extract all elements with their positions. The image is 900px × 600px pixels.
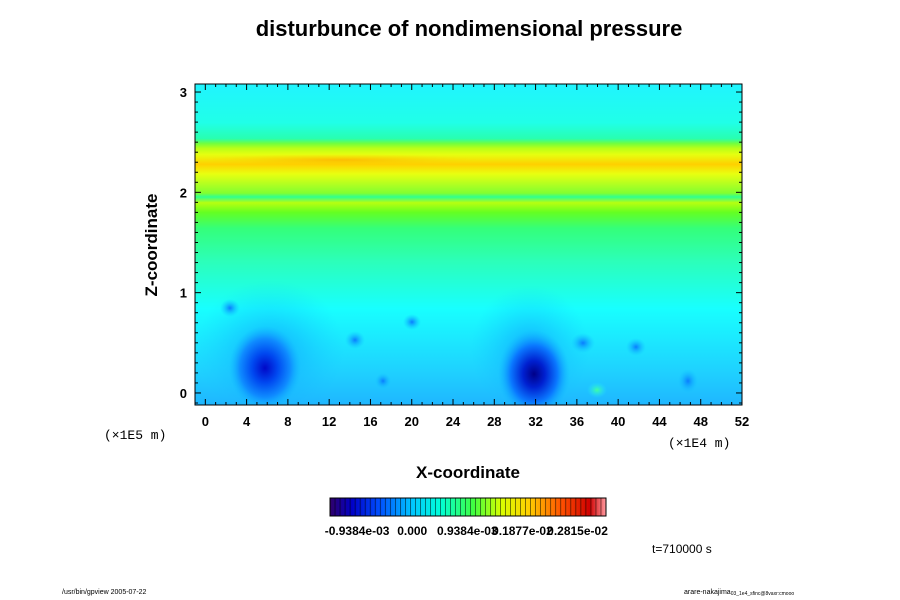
footer-right-main: arare-nakajima [684,589,731,596]
y-axis-unit: (×1E5 m) [104,428,166,443]
y-axis-label: Z-coordinate [142,194,161,297]
y-tick-label: 0 [180,386,187,401]
footer-left: /usr/bin/gpview 2005-07-22 [62,589,147,596]
plot-frame [194,83,743,406]
small-minimum [403,314,421,330]
y-tick-label: 2 [180,185,187,200]
green-spot [587,382,607,398]
colorbar-label: 0.2815e-02 [547,524,608,538]
chart-title: disturbunce of nondimensional pressure [255,16,683,41]
time-label: t=710000 s [652,542,712,556]
colorbar-segments [334,498,602,516]
small-minimum [345,331,365,349]
x-tick-label: 32 [528,414,542,429]
x-tick-label: 36 [570,414,584,429]
y-tick-label: 1 [180,286,187,301]
colorbar [329,497,607,517]
small-minimum [375,373,391,389]
x-axis-label: X-coordinate [416,463,520,482]
minimum-center [498,330,570,405]
colorbar-label: 0.9384e-03 [437,524,498,538]
small-minimum [678,369,698,393]
x-tick-label: 16 [363,414,377,429]
x-tick-label: 4 [243,414,251,429]
y-tick-label: 3 [180,85,187,100]
footer-right-sub: 03_1e4_sfinc@8vaxr:cmooo [730,591,795,597]
orange-streak [200,154,480,166]
heatmap-field [195,84,742,405]
small-minimum [626,338,646,356]
small-minimum [571,333,595,353]
colorbar-labels: -0.9384e-03 0.000 0.9384e-030.1877e-020.28… [325,524,608,538]
x-tick-label: 52 [735,414,749,429]
x-tick-label: 44 [652,414,667,429]
x-tick-label: 0 [202,414,209,429]
x-tick-label: 20 [405,414,419,429]
colorbar-label: 0.1877e-02 [492,524,553,538]
x-tick-label: 8 [284,414,291,429]
x-tick-label: 24 [446,414,461,429]
colorbar-label: -0.9384e-03 [325,524,390,538]
colorbar-label: 0.000 [397,524,427,538]
x-tick-label: 28 [487,414,501,429]
x-axis-unit: (×1E4 m) [668,436,730,451]
footer-right: arare-nakajima03_1e4_sfinc@8vaxr:cmooo [684,589,794,597]
minimum-left [229,326,301,405]
x-tick-label: 40 [611,414,625,429]
x-tick-label: 12 [322,414,336,429]
small-minimum [220,299,240,317]
x-tick-label: 48 [693,414,707,429]
axis-ticks [194,84,743,405]
